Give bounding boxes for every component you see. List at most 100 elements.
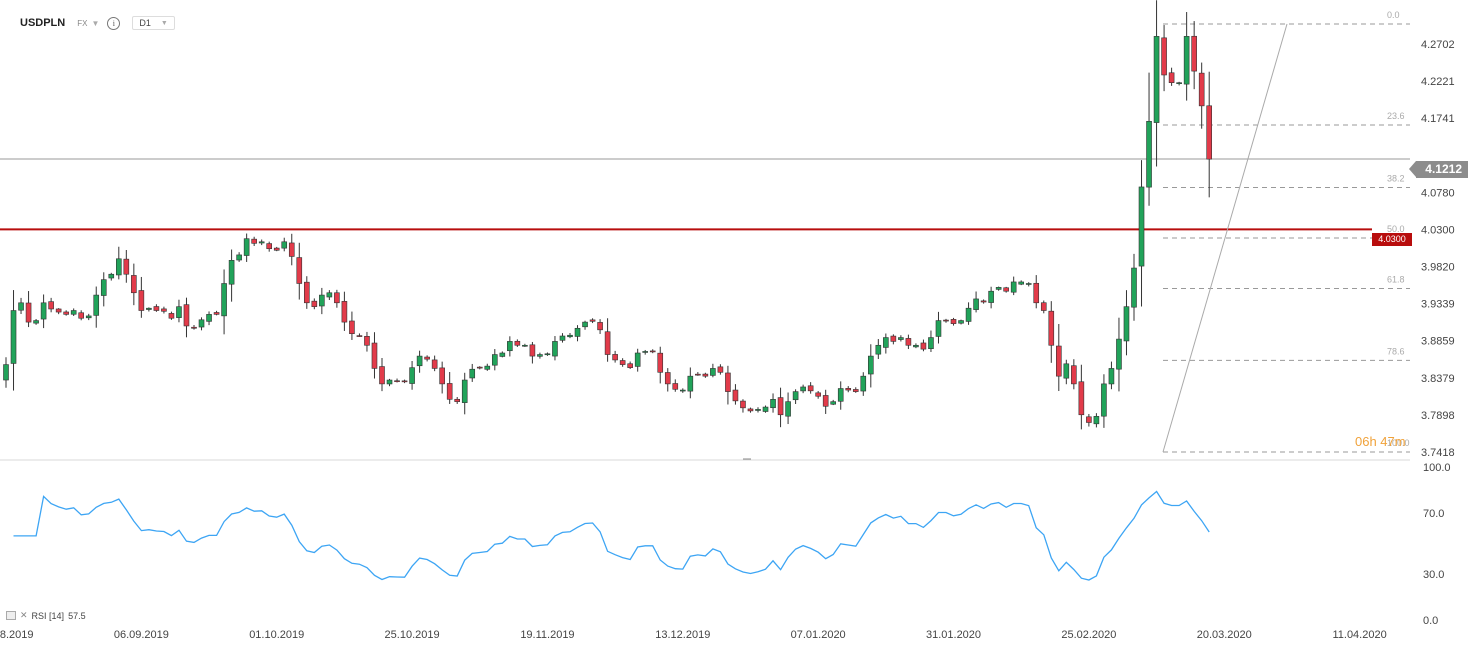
candle bbox=[409, 360, 415, 390]
candle bbox=[785, 392, 791, 425]
candle bbox=[461, 372, 468, 415]
last-price-badge: 4.1212 bbox=[1409, 161, 1468, 178]
candle bbox=[589, 318, 596, 324]
candle bbox=[740, 399, 746, 413]
candle-body bbox=[762, 406, 769, 412]
candle-body bbox=[1123, 306, 1130, 342]
y-tick-label: 3.7418 bbox=[1421, 447, 1455, 459]
candle-body bbox=[491, 354, 498, 366]
candle bbox=[296, 242, 303, 300]
candle bbox=[439, 361, 445, 394]
candle-body bbox=[1206, 105, 1212, 160]
candle-body bbox=[213, 312, 220, 315]
candle-body bbox=[266, 243, 273, 250]
candle bbox=[574, 325, 581, 342]
candle bbox=[687, 367, 694, 399]
candle-body bbox=[777, 397, 784, 416]
y-tick-label: 4.1741 bbox=[1421, 113, 1455, 125]
axes: 4.2702 4.2221 4.1741 4.0780 4.0300 3.9820 3.93… bbox=[0, 39, 1455, 641]
y-tick-label: 4.0300 bbox=[1421, 224, 1455, 236]
level-price-badge: 4.0300 bbox=[1372, 233, 1412, 246]
fib-level-label: 0.0 bbox=[1387, 10, 1400, 20]
symbol-label[interactable]: USDPLN bbox=[20, 17, 66, 29]
x-tick-label: 31.01.2020 bbox=[926, 629, 981, 641]
candle bbox=[747, 407, 754, 413]
candle-body bbox=[1191, 35, 1197, 72]
candle-body bbox=[1168, 72, 1175, 83]
candle-body bbox=[725, 372, 731, 392]
close-icon[interactable]: ✕ bbox=[20, 610, 28, 620]
candle-body bbox=[1093, 416, 1100, 425]
candle-body bbox=[664, 372, 671, 385]
candle-body bbox=[958, 320, 964, 324]
candle-body bbox=[131, 275, 137, 294]
candle-body bbox=[995, 287, 1002, 290]
candle bbox=[875, 339, 882, 360]
candle-body bbox=[1153, 36, 1160, 123]
candle bbox=[943, 318, 949, 323]
candle-body bbox=[740, 400, 746, 409]
candle bbox=[1018, 280, 1025, 286]
candle bbox=[837, 381, 844, 410]
candle bbox=[679, 388, 686, 393]
candle bbox=[980, 299, 987, 304]
candle-body bbox=[672, 383, 679, 390]
candle-body bbox=[146, 307, 152, 310]
x-tick-label: 01.10.2019 bbox=[249, 629, 304, 641]
candle-body bbox=[642, 351, 649, 353]
candle-body bbox=[1025, 283, 1032, 285]
candle-body bbox=[281, 241, 288, 249]
candle-body bbox=[514, 340, 521, 346]
candle bbox=[988, 286, 994, 309]
candle-body bbox=[424, 356, 430, 360]
candle bbox=[995, 286, 1002, 291]
info-icon[interactable]: i bbox=[107, 16, 121, 30]
candle-body bbox=[251, 238, 257, 244]
candle-body bbox=[1116, 338, 1122, 370]
candle bbox=[55, 308, 62, 315]
candle-body bbox=[1071, 365, 1077, 385]
candle bbox=[266, 241, 273, 252]
candle-body bbox=[176, 306, 182, 318]
candle-body bbox=[258, 241, 265, 244]
candle-body bbox=[507, 341, 513, 352]
candle-body bbox=[807, 385, 814, 392]
candle-body bbox=[732, 389, 739, 402]
candle-body bbox=[476, 366, 483, 369]
candle-body bbox=[371, 342, 378, 369]
candle bbox=[657, 346, 664, 384]
candle-body bbox=[153, 306, 160, 311]
candle-body bbox=[965, 307, 972, 322]
rsi-tick-label: 30.0 bbox=[1423, 569, 1444, 581]
timeframe-select[interactable]: D1 ▼ bbox=[132, 16, 175, 30]
candle bbox=[905, 334, 912, 350]
candle bbox=[1183, 12, 1190, 101]
indicator-settings-icon[interactable] bbox=[6, 611, 16, 620]
candle bbox=[1161, 25, 1167, 92]
rsi-line bbox=[13, 490, 1210, 581]
chevron-down-icon[interactable]: ▼ bbox=[91, 18, 100, 28]
candle-body bbox=[243, 238, 250, 256]
candle-body bbox=[883, 337, 889, 348]
candle bbox=[695, 372, 701, 376]
candle-body bbox=[123, 258, 130, 275]
candle-body bbox=[695, 373, 701, 376]
candle-body bbox=[785, 401, 791, 417]
candle bbox=[1191, 21, 1197, 90]
candle-body bbox=[70, 310, 77, 315]
candle-body bbox=[100, 279, 107, 296]
candle bbox=[191, 325, 197, 330]
candle bbox=[161, 306, 167, 314]
candle bbox=[1025, 282, 1032, 287]
candle-body bbox=[1078, 381, 1085, 416]
asset-class-label[interactable]: FX bbox=[77, 18, 88, 28]
candle-body bbox=[296, 257, 303, 284]
candle-body bbox=[898, 337, 904, 340]
candle-body bbox=[800, 386, 806, 392]
candle-body bbox=[1146, 121, 1152, 188]
chevron-down-icon: ▼ bbox=[160, 19, 168, 27]
candle bbox=[243, 233, 250, 262]
candle-body bbox=[597, 322, 603, 331]
candle-body bbox=[273, 247, 280, 251]
fib-trend-line bbox=[1162, 23, 1288, 453]
